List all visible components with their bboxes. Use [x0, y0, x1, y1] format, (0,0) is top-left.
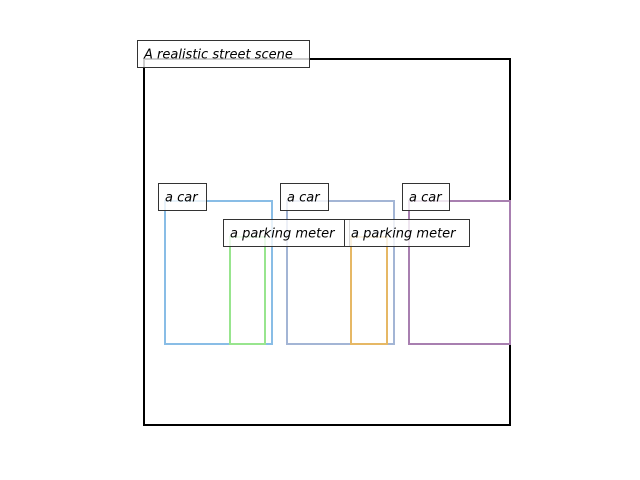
parking-meter-box-4 — [350, 236, 388, 345]
object-labels: a car a parking meter a car a parking meter… — [158, 183, 470, 247]
car-label-text-5: a car — [409, 191, 443, 206]
parking-meter-box-2 — [229, 236, 266, 345]
car-box-3 — [286, 200, 395, 345]
parking-meter-label-box-4 — [344, 219, 470, 247]
car-box-1 — [164, 200, 273, 345]
car-label-3: a car — [280, 183, 329, 211]
car-label-text-1: a car — [165, 191, 199, 206]
scene-title-text: A realistic street scene — [143, 48, 293, 63]
parking-meter-label-text-4: a parking meter — [351, 227, 457, 242]
car-label-text-3: a car — [287, 191, 321, 206]
car-box-5 — [408, 200, 511, 345]
parking-meter-label-4: a parking meter — [344, 219, 470, 247]
car-label-5: a car — [402, 183, 450, 211]
car-label-box-5 — [402, 183, 450, 211]
parking-meter-label-2: a parking meter — [223, 219, 350, 247]
parking-meter-label-box-2 — [223, 219, 350, 247]
scene-title: A realistic street scene — [137, 40, 310, 68]
car-label-box-3 — [280, 183, 329, 211]
car-label-box-1 — [158, 183, 207, 211]
parking-meter-label-text-2: a parking meter — [230, 227, 336, 242]
car-label-1: a car — [158, 183, 207, 211]
